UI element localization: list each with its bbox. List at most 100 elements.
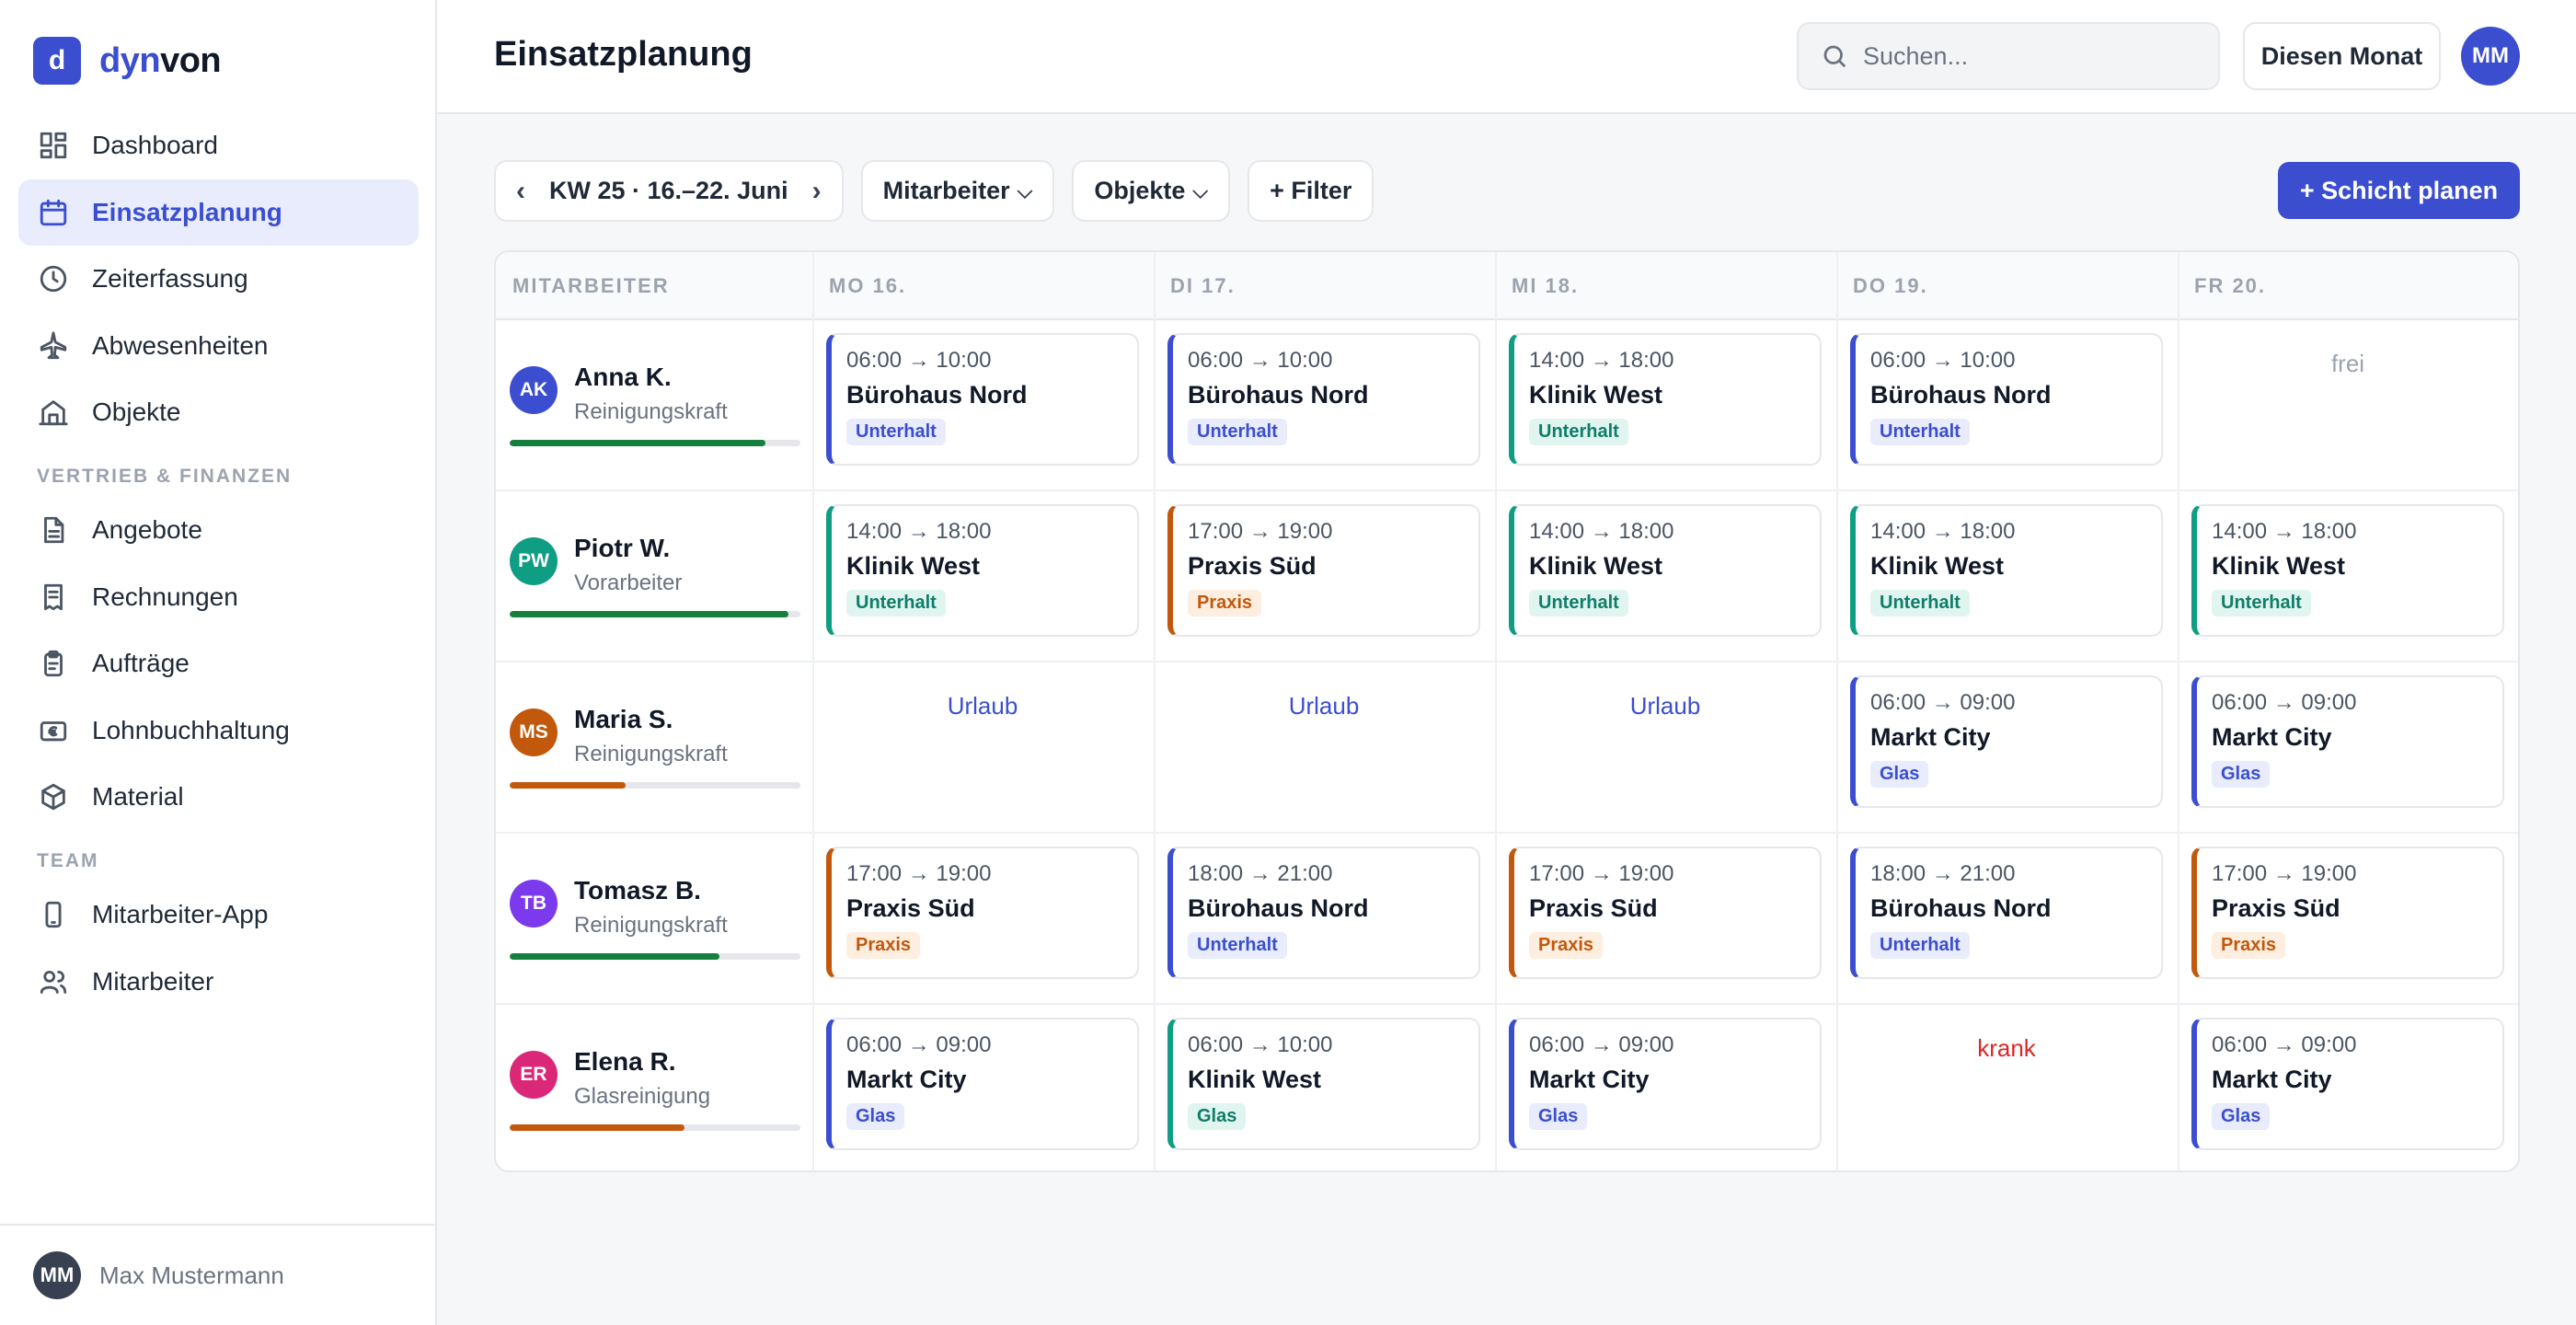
shift-card[interactable]: 06:00 → 10:00 Bürohaus Nord Unterhalt <box>1167 333 1480 466</box>
shift-card[interactable]: 06:00 → 09:00 Markt City Glas <box>1509 1018 1822 1150</box>
day-cell[interactable]: 06:00 → 09:00 Markt City Glas <box>1850 675 2163 808</box>
shift-object: Klinik West <box>846 552 981 580</box>
shift-card[interactable]: 06:00 → 09:00 Markt City Glas <box>2191 1018 2504 1150</box>
column-header-day[interactable]: DI 17. <box>1170 274 1236 297</box>
day-cell[interactable]: 06:00 → 09:00 Markt City Glas <box>1509 1018 1822 1150</box>
employee-avatar: TB <box>510 880 558 928</box>
shift-object: Bürohaus Nord <box>1188 894 1369 922</box>
sidebar: d dynvon Dashboard Einsatzplanung Zeiterfa… <box>0 0 437 1325</box>
employee-cell[interactable]: ER Elena R. Glasreinigung <box>510 1005 804 1170</box>
day-cell[interactable]: 06:00 → 10:00 Bürohaus Nord Unterhalt <box>1850 333 2163 466</box>
employee-cell[interactable]: PW Piotr W. Vorarbeiter <box>510 491 804 662</box>
shift-card[interactable]: 18:00 → 21:00 Bürohaus Nord Unterhalt <box>1167 847 1480 979</box>
column-header-day[interactable]: FR 20. <box>2194 274 2267 297</box>
shift-object: Bürohaus Nord <box>1870 381 2052 409</box>
day-cell[interactable]: Urlaub <box>826 675 1139 808</box>
day-cell[interactable]: frei <box>2191 333 2504 466</box>
sidebar-item-mitarbeiter[interactable]: Mitarbeiter <box>18 949 419 1015</box>
shift-card[interactable]: 06:00 → 10:00 Bürohaus Nord Unterhalt <box>1850 333 2163 466</box>
sidebar-item-objekte[interactable]: Objekte <box>18 379 419 445</box>
column-header-day[interactable]: MI 18. <box>1512 274 1580 297</box>
this-month-button[interactable]: Diesen Monat <box>2243 22 2441 90</box>
grid-icon <box>40 132 67 159</box>
shift-card[interactable]: 17:00 → 19:00 Praxis Süd Praxis <box>1509 847 1822 979</box>
sidebar-item-mitarbeiter-app[interactable]: Mitarbeiter-App <box>18 881 419 948</box>
grid-header: MITARBEITER MO 16. DI 17. MI 18. DO 19. FR 20… <box>496 252 2518 320</box>
user-profile[interactable]: MM Max Mustermann <box>0 1224 435 1325</box>
shift-card[interactable]: 14:00 → 18:00 Klinik West Unterhalt <box>1509 504 1822 637</box>
day-cell[interactable]: 18:00 → 21:00 Bürohaus Nord Unterhalt <box>1167 847 1480 979</box>
shift-card[interactable]: 06:00 → 09:00 Markt City Glas <box>2191 675 2504 808</box>
day-cell[interactable]: Urlaub <box>1509 675 1822 808</box>
search-box[interactable] <box>1797 22 2220 90</box>
shift-card[interactable]: 14:00 → 18:00 Klinik West Unterhalt <box>1509 333 1822 466</box>
employee-name: Maria S. <box>574 705 673 733</box>
plan-shift-button[interactable]: + Schicht planen <box>2278 162 2520 219</box>
day-cell[interactable]: 06:00 → 09:00 Markt City Glas <box>2191 1018 2504 1150</box>
day-cell[interactable]: 17:00 → 19:00 Praxis Süd Praxis <box>826 847 1139 979</box>
objects-filter-dropdown[interactable]: Objekte ⌵ <box>1072 160 1231 222</box>
sidebar-item-zeiterfassung[interactable]: Zeiterfassung <box>18 246 419 312</box>
euro-icon <box>40 720 67 741</box>
shift-card[interactable]: 06:00 → 09:00 Markt City Glas <box>826 1018 1139 1150</box>
column-header-day[interactable]: MO 16. <box>829 274 907 297</box>
sidebar-item-einsatzplanung[interactable]: Einsatzplanung <box>18 179 419 246</box>
day-cell[interactable]: Urlaub <box>1167 675 1480 808</box>
shift-tag: Glas <box>1188 1103 1247 1130</box>
sidebar-item-auftr-ge[interactable]: Aufträge <box>18 630 419 697</box>
next-week-button[interactable]: › <box>811 175 822 206</box>
day-cell[interactable]: 14:00 → 18:00 Klinik West Unterhalt <box>826 504 1139 637</box>
employee-name: Anna K. <box>574 363 672 391</box>
column-header-day[interactable]: DO 19. <box>1853 274 1928 297</box>
day-cell[interactable]: 06:00 → 09:00 Markt City Glas <box>2191 675 2504 808</box>
receipt-icon <box>44 583 63 610</box>
sidebar-item-angebote[interactable]: Angebote <box>18 497 419 563</box>
day-cell[interactable]: 14:00 → 18:00 Klinik West Unterhalt <box>1509 333 1822 466</box>
day-cell[interactable]: 14:00 → 18:00 Klinik West Unterhalt <box>1509 504 1822 637</box>
day-cell[interactable]: krank <box>1850 1018 2163 1150</box>
shift-card[interactable]: 17:00 → 19:00 Praxis Süd Praxis <box>1167 504 1480 637</box>
day-cell[interactable]: 14:00 → 18:00 Klinik West Unterhalt <box>1850 504 2163 637</box>
shift-card[interactable]: 17:00 → 19:00 Praxis Süd Praxis <box>826 847 1139 979</box>
box-icon <box>37 780 70 813</box>
sidebar-item-label: Lohnbuchhaltung <box>92 715 290 744</box>
employee-cell[interactable]: AK Anna K. Reinigungskraft <box>510 320 804 491</box>
shift-card[interactable]: 17:00 → 19:00 Praxis Süd Praxis <box>2191 847 2504 979</box>
shift-time: 14:00 → 18:00 <box>846 519 992 544</box>
search-input[interactable] <box>1863 41 2213 71</box>
day-cell[interactable]: 17:00 → 19:00 Praxis Süd Praxis <box>1167 504 1480 637</box>
chevron-down-icon: ⌵ <box>1017 179 1033 202</box>
employee-avatar: MS <box>510 709 558 756</box>
shift-card[interactable]: 14:00 → 18:00 Klinik West Unterhalt <box>2191 504 2504 637</box>
sidebar-item-dashboard[interactable]: Dashboard <box>18 112 419 179</box>
day-cell[interactable]: 18:00 → 21:00 Bürohaus Nord Unterhalt <box>1850 847 2163 979</box>
add-filter-button[interactable]: + Filter <box>1248 160 1374 222</box>
schedule-row: MS Maria S. Reinigungskraft Urlaub Urlaub Url… <box>496 662 2518 834</box>
day-cell[interactable]: 06:00 → 09:00 Markt City Glas <box>826 1018 1139 1150</box>
shift-card[interactable]: 18:00 → 21:00 Bürohaus Nord Unterhalt <box>1850 847 2163 979</box>
staff-filter-dropdown[interactable]: Mitarbeiter ⌵ <box>860 160 1055 222</box>
shift-card[interactable]: 14:00 → 18:00 Klinik West Unterhalt <box>826 504 1139 637</box>
brand-logo[interactable]: d dynvon <box>33 37 222 85</box>
shift-card[interactable]: 14:00 → 18:00 Klinik West Unterhalt <box>1850 504 2163 637</box>
shift-card[interactable]: 06:00 → 10:00 Bürohaus Nord Unterhalt <box>826 333 1139 466</box>
day-cell[interactable]: 06:00 → 10:00 Bürohaus Nord Unterhalt <box>826 333 1139 466</box>
sidebar-item-abwesenheiten[interactable]: Abwesenheiten <box>18 313 419 379</box>
sidebar-item-rechnungen[interactable]: Rechnungen <box>18 564 419 630</box>
shift-time: 06:00 → 10:00 <box>1188 348 1333 373</box>
sidebar-item-lohnbuchhaltung[interactable]: Lohnbuchhaltung <box>18 697 419 764</box>
employee-cell[interactable]: MS Maria S. Reinigungskraft <box>510 662 804 834</box>
shift-card[interactable]: 06:00 → 09:00 Markt City Glas <box>1850 675 2163 808</box>
shift-card[interactable]: 06:00 → 10:00 Klinik West Glas <box>1167 1018 1480 1150</box>
employee-cell[interactable]: TB Tomasz B. Reinigungskraft <box>510 834 804 1005</box>
day-cell[interactable]: 17:00 → 19:00 Praxis Süd Praxis <box>2191 847 2504 979</box>
day-cell[interactable]: 06:00 → 10:00 Klinik West Glas <box>1167 1018 1480 1150</box>
column-divider <box>1154 252 1156 1170</box>
day-cell[interactable]: 14:00 → 18:00 Klinik West Unterhalt <box>2191 504 2504 637</box>
prev-week-button[interactable]: ‹ <box>516 175 525 206</box>
day-cell[interactable]: 17:00 → 19:00 Praxis Süd Praxis <box>1509 847 1822 979</box>
shift-object: Klinik West <box>1870 552 2005 580</box>
day-cell[interactable]: 06:00 → 10:00 Bürohaus Nord Unterhalt <box>1167 333 1480 466</box>
sidebar-item-material[interactable]: Material <box>18 764 419 830</box>
user-avatar-button[interactable]: MM <box>2461 27 2520 86</box>
